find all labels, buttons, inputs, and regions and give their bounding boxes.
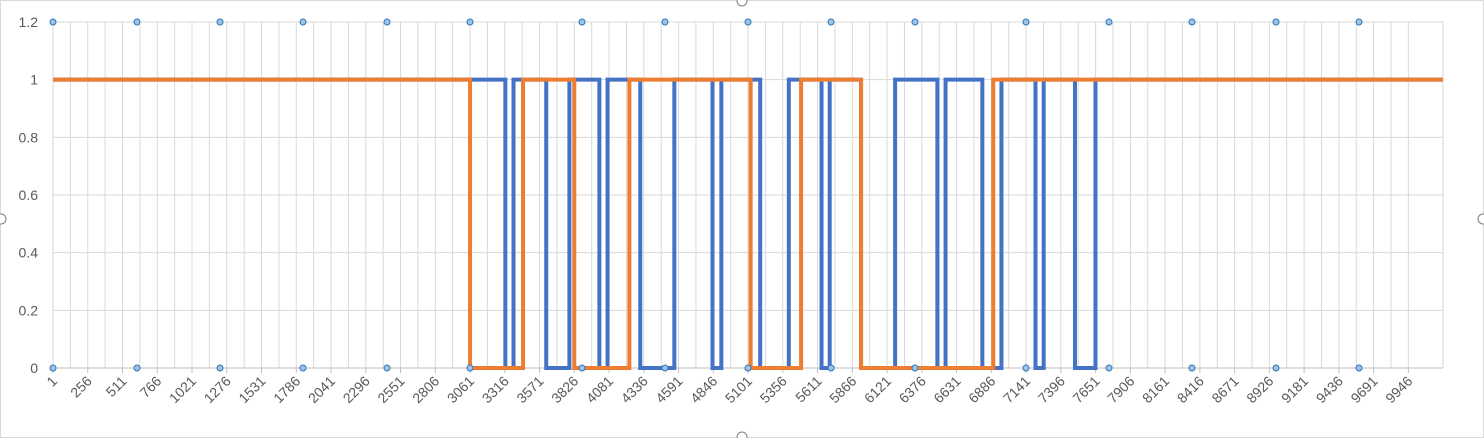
y-tick-label: 0.8 (19, 129, 39, 145)
data-point-marker (1272, 364, 1280, 372)
data-point-marker (299, 18, 307, 26)
data-point-marker (911, 364, 919, 372)
data-point-marker (827, 364, 835, 372)
data-point-marker (133, 18, 141, 26)
data-point-marker (1105, 364, 1113, 372)
data-point-marker (216, 18, 224, 26)
data-point-marker (133, 364, 141, 372)
data-point-marker (216, 364, 224, 372)
y-tick-label: 0.4 (19, 245, 39, 261)
data-point-marker (661, 18, 669, 26)
y-tick-label: 1.2 (19, 14, 39, 30)
data-point-marker (578, 18, 586, 26)
gridlines (52, 21, 1444, 373)
resize-handle[interactable] (736, 0, 748, 7)
data-point-marker (1188, 18, 1196, 26)
data-point-marker (578, 364, 586, 372)
y-tick-label: 0.2 (19, 302, 39, 318)
data-point-marker (49, 364, 57, 372)
data-point-marker (911, 18, 919, 26)
data-point-marker (49, 18, 57, 26)
data-point-marker (1105, 18, 1113, 26)
data-point-marker (466, 18, 474, 26)
data-point-marker (1355, 18, 1363, 26)
data-point-marker (1355, 364, 1363, 372)
data-point-marker (383, 364, 391, 372)
data-point-marker (744, 18, 752, 26)
data-point-marker (1188, 364, 1196, 372)
y-tick-label: 0 (30, 360, 38, 376)
data-point-marker (827, 18, 835, 26)
y-tick-label: 0.6 (19, 187, 39, 203)
y-axis-tick-labels: 0 0.2 0.4 0.6 0.8 1 1.2 (19, 14, 39, 376)
resize-handle[interactable] (1477, 213, 1484, 225)
data-point-marker (299, 364, 307, 372)
series-2-line (53, 77, 1443, 370)
y-tick-label: 1 (30, 72, 38, 88)
data-point-marker (1022, 364, 1030, 372)
data-point-marker (466, 364, 474, 372)
resize-handle[interactable] (0, 213, 7, 225)
data-point-marker (744, 364, 752, 372)
resize-handle[interactable] (736, 431, 748, 438)
data-point-marker (383, 18, 391, 26)
data-point-marker (1022, 18, 1030, 26)
data-point-marker (661, 364, 669, 372)
series-lines (53, 77, 1443, 370)
data-point-marker (1272, 18, 1280, 26)
